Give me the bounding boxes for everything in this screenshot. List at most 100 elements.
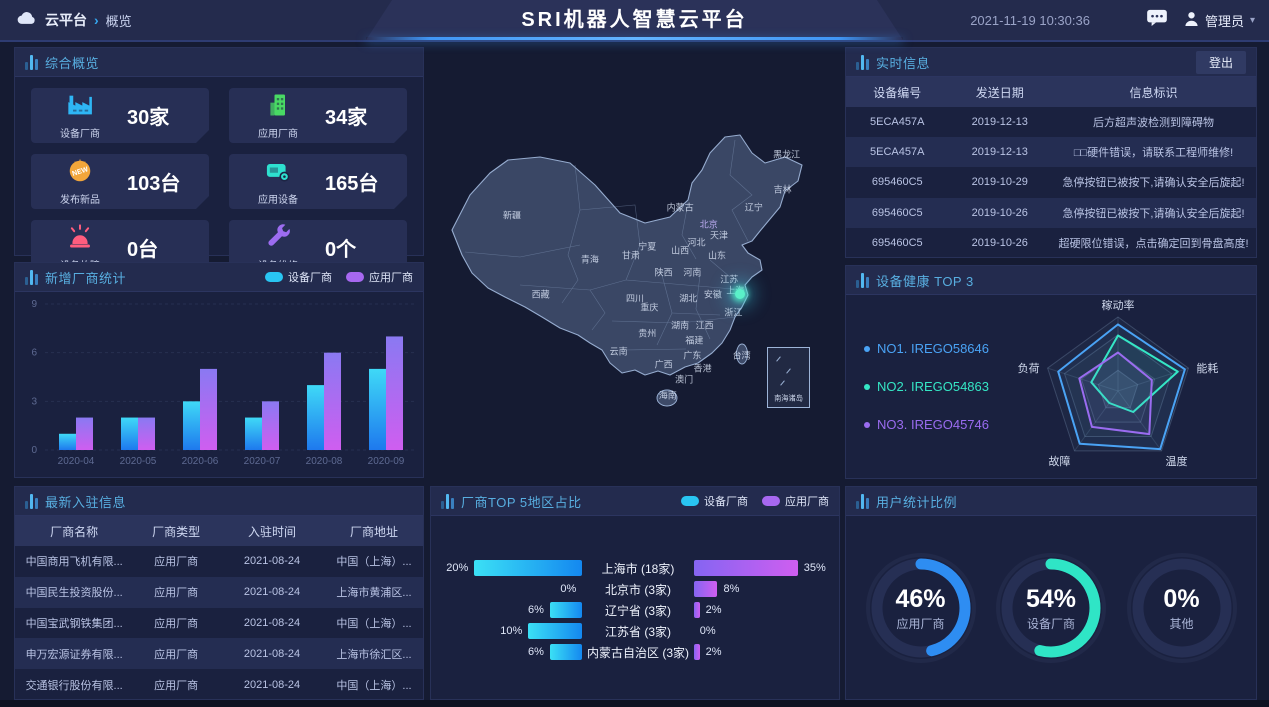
panel-header: 实时信息 登出: [846, 48, 1256, 77]
left-bar-box: 10%: [431, 623, 583, 639]
region-label: 北京市 (3家): [604, 582, 671, 597]
cell: 2019-12-13: [971, 146, 1028, 159]
panel-header: 厂商TOP 5地区占比 设备厂商 应用厂商: [431, 487, 839, 516]
cell: 695460C5: [871, 236, 923, 249]
cell: 695460C5: [871, 206, 923, 219]
stat-icon-col: 应用设备: [239, 157, 317, 206]
rank-label: NO1. IREGO58646: [877, 341, 989, 356]
left-bar: [528, 623, 583, 639]
table-row: 申万宏源证券有限... 应用厂商 2021-08-24 上海市徐汇区...: [15, 638, 423, 670]
donut-percent: 46%: [895, 584, 946, 613]
stat-value: 30家: [127, 107, 170, 129]
panel-header: 用户统计比例: [846, 487, 1256, 516]
rank-label: NO3. IREGO45746: [877, 417, 989, 432]
legend-swatch: [346, 272, 364, 282]
logout-button[interactable]: 登出: [1195, 50, 1246, 74]
region-row: 0% 北京市 (3家) 8%: [431, 581, 839, 597]
panel-title: 用户统计比例: [876, 494, 958, 510]
rank-bullet-icon: [864, 421, 870, 428]
bar: [386, 336, 403, 450]
legend-swatch: [681, 496, 699, 506]
svg-text:2020-05: 2020-05: [120, 456, 157, 467]
user-icon: [1184, 11, 1199, 30]
stat-card-2: 应用厂商 34家: [229, 88, 407, 143]
rank-item[interactable]: NO1. IREGO58646: [864, 341, 989, 356]
right-value-label: 0%: [699, 625, 716, 637]
bar-chart-icon: [856, 54, 869, 70]
column-header: 设备编号: [873, 85, 922, 100]
panel-header: 新增厂商统计 设备厂商 应用厂商: [15, 263, 423, 292]
left-bar-box: 0%: [431, 581, 582, 597]
bar: [262, 401, 279, 450]
bar: [121, 417, 138, 450]
panel-user-ratio: 用户统计比例 46% 应用厂商 54% 设备厂商 0% 其他: [845, 486, 1257, 700]
rank-item[interactable]: NO3. IREGO45746: [864, 417, 989, 432]
column-header: 发送日期: [975, 85, 1024, 100]
region-tornado-chart: 20% 上海市 (18家) 35% 0% 北京市 (3家) 8% 6% 辽宁省 (3家) 2% 1…: [431, 516, 839, 660]
wrench-icon: [264, 223, 292, 256]
cell: 申万宏源证券有限...: [25, 648, 123, 661]
legend-item[interactable]: 应用厂商: [762, 493, 829, 509]
right-bar: [693, 644, 700, 660]
legend-item[interactable]: 设备厂商: [265, 269, 332, 285]
bar-chart-icon: [441, 493, 454, 509]
legend-item[interactable]: 设备厂商: [681, 493, 748, 509]
right-bar: [693, 602, 700, 618]
rank-bullet-icon: [864, 345, 870, 352]
legend-label: 应用厂商: [369, 272, 413, 284]
bar: [76, 417, 93, 450]
right-bar-box: 2%: [693, 644, 839, 660]
stat-label: 应用设备: [258, 195, 298, 206]
stats-grid: 设备厂商30家应用厂商34家NEW发布新品103台应用设备165台设备故障0台设…: [15, 77, 423, 234]
stat-value: 34家: [325, 107, 368, 129]
panel-title: 综合概览: [45, 55, 100, 71]
bar-chart-icon: [25, 493, 38, 509]
stat-icon-col: NEW 发布新品: [41, 157, 119, 206]
user-menu[interactable]: 管理员 ▾: [1184, 11, 1255, 30]
legend-swatch: [762, 496, 780, 506]
header-center-trapezoid: [366, 0, 903, 40]
cell: 应用厂商: [154, 617, 199, 630]
svg-text:9: 9: [31, 299, 37, 310]
bar: [245, 417, 262, 450]
message-icon[interactable]: [1146, 9, 1168, 31]
breadcrumb-current: 概览: [105, 13, 132, 29]
header-right: 2021-11-19 10:30:36 管理员 ▾: [970, 0, 1255, 40]
svg-text:6: 6: [31, 348, 37, 359]
cell: 5ECA457A: [870, 116, 925, 129]
cell: 2019-10-26: [971, 236, 1028, 249]
region-legend: 设备厂商 应用厂商: [681, 493, 829, 509]
cell: 2021-08-24: [243, 647, 301, 660]
right-value-label: 2%: [705, 646, 722, 658]
datetime: 2021-11-19 10:30:36: [970, 12, 1090, 28]
right-bar: [693, 581, 718, 597]
breadcrumb-separator: ›: [94, 12, 99, 28]
cell: 交通银行股份有限...: [25, 679, 123, 692]
column-header: 厂商名称: [50, 524, 99, 539]
legend-label: 设备厂商: [704, 496, 748, 508]
left-value-label: 20%: [446, 562, 469, 574]
right-bar-box: 8%: [693, 581, 839, 597]
bar: [324, 352, 341, 450]
panel-region-top5: 厂商TOP 5地区占比 设备厂商 应用厂商 20% 上海市 (18家) 35% 0% 北京…: [430, 486, 840, 700]
column-header: 厂商地址: [350, 524, 399, 539]
rank-bullet-icon: [864, 383, 870, 390]
caret-down-icon: ▾: [1249, 14, 1255, 26]
device-icon: [264, 157, 292, 190]
user-ratio-donuts: 46% 应用厂商 54% 设备厂商 0% 其他: [846, 516, 1256, 700]
legend-item[interactable]: 应用厂商: [346, 269, 413, 285]
new-badge-icon: NEW: [66, 157, 94, 190]
right-bar-box: 35%: [693, 560, 839, 576]
building-icon: [264, 91, 292, 124]
svg-text:能耗: 能耗: [1196, 361, 1218, 375]
legend-swatch: [265, 272, 283, 282]
panel-title: 设备健康 TOP 3: [876, 273, 974, 289]
cell: 超硬限位错误，点击确定回到骨盘高度!: [1058, 237, 1249, 250]
breadcrumb-root[interactable]: 云平台: [45, 12, 87, 28]
svg-text:NEW: NEW: [71, 166, 89, 178]
inset-label: 南海诸岛: [774, 394, 803, 403]
cell: □□硬件错误，请联系工程师维修!: [1073, 147, 1234, 160]
cloud-icon: [16, 9, 38, 31]
rank-item[interactable]: NO2. IREGO54863: [864, 379, 989, 394]
cell: 中国商用飞机有限...: [25, 556, 123, 569]
